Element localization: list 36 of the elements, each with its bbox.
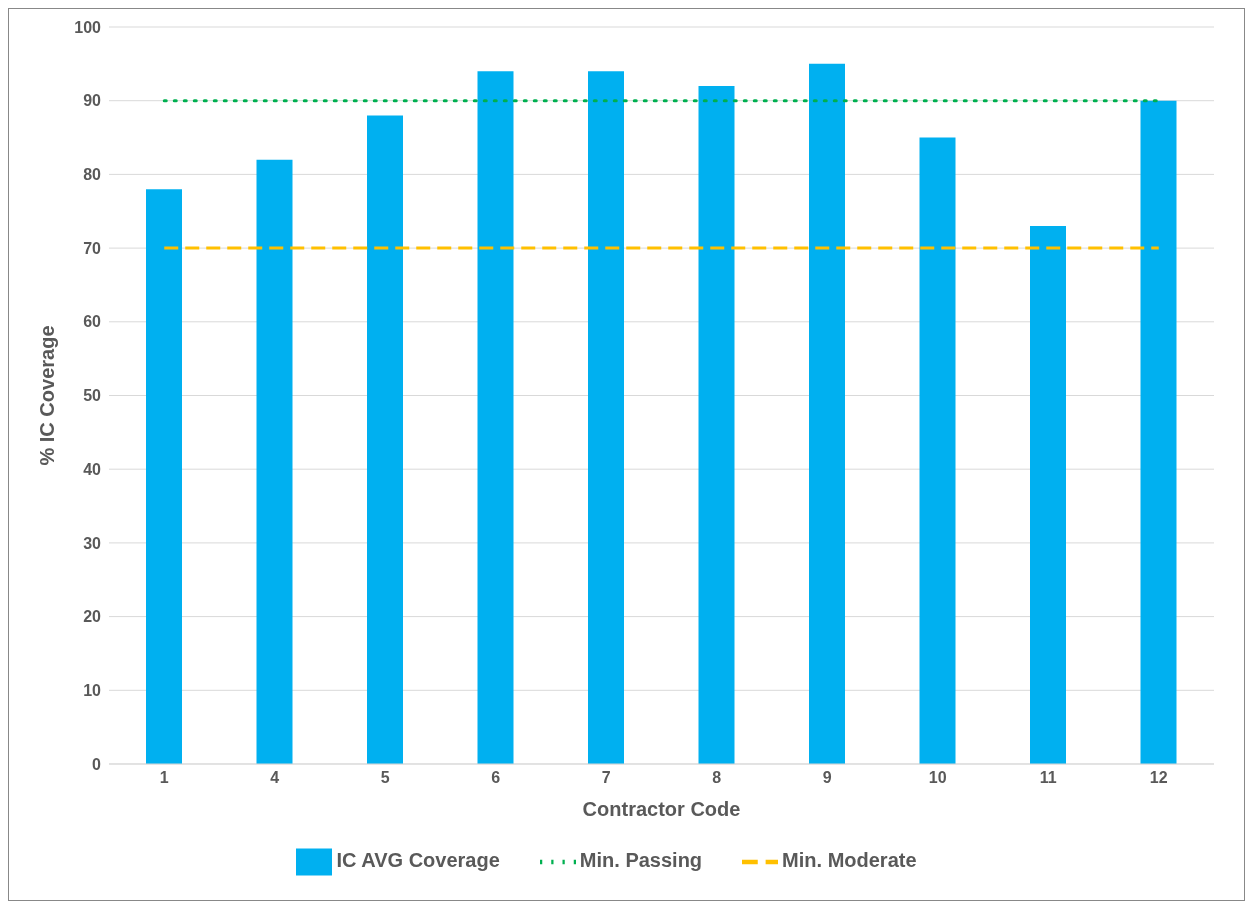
legend-label: Min. Moderate (782, 849, 917, 872)
x-axis-title: Contractor Code (582, 798, 741, 820)
y-tick-label: 10 (83, 681, 102, 699)
bar (256, 159, 293, 764)
y-tick-label: 70 (83, 239, 102, 257)
bar (477, 71, 514, 764)
bar (1030, 225, 1066, 764)
bar (146, 189, 182, 764)
y-tick-label: 50 (83, 387, 102, 405)
x-tick-label: 11 (1039, 769, 1057, 787)
x-tick-label: 5 (380, 769, 390, 787)
x-tick-label: 10 (928, 769, 947, 787)
y-tick-label: 80 (83, 166, 102, 184)
x-tick-label: 12 (1149, 769, 1168, 787)
bar (919, 137, 956, 764)
x-tick-label: 1 (159, 769, 169, 787)
y-tick-label: 90 (83, 92, 102, 110)
legend-label: IC AVG Coverage (336, 849, 500, 872)
y-tick-label: 0 (92, 755, 102, 773)
x-tick-label: 4 (270, 769, 280, 787)
bar (809, 63, 845, 764)
x-tick-label: 8 (712, 769, 722, 787)
bar (698, 85, 735, 764)
x-tick-label: 9 (822, 769, 832, 787)
legend-label: Min. Passing (579, 849, 703, 872)
y-tick-label: 30 (83, 534, 102, 552)
y-tick-label: 60 (83, 313, 102, 331)
x-tick-label: 7 (601, 769, 611, 787)
bar (367, 115, 403, 764)
x-tick-label: 6 (491, 769, 501, 787)
bar (588, 71, 624, 764)
y-axis-title: % IC Coverage (36, 325, 59, 466)
y-tick-label: 100 (74, 18, 102, 36)
y-tick-label: 20 (83, 608, 102, 626)
y-tick-label: 40 (83, 460, 102, 478)
bar (1140, 100, 1177, 764)
